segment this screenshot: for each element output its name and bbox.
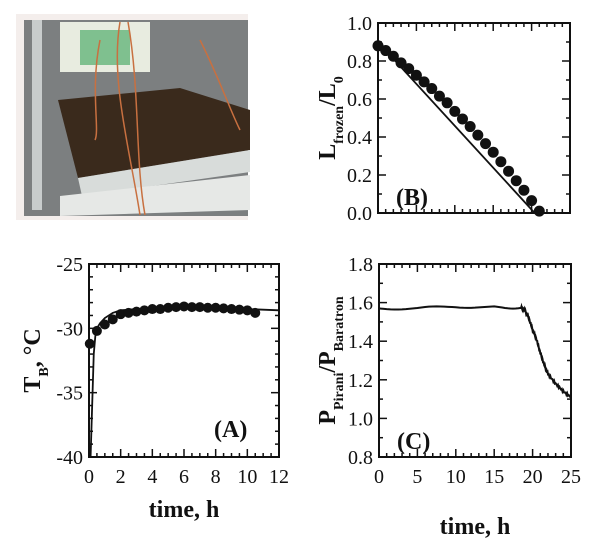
x-tick-label: 10 (446, 466, 466, 488)
plot-frame (88, 263, 280, 458)
chart-b: 0.0 0.2 0.4 0.6 0.8 1.0 Lfrozen/L0 (B) (315, 13, 571, 225)
x-tick-label: 12 (269, 466, 289, 488)
data-point (218, 303, 229, 314)
y-tick-label: -30 (56, 318, 83, 340)
data-point (449, 105, 461, 117)
chart-a: -25 -30 -35 -400 2 4 6 8 10 12 time, h TB, °C (A) (20, 254, 289, 523)
data-point (147, 304, 158, 315)
data-point (115, 309, 126, 320)
y-tick-label: -25 (56, 254, 83, 276)
data-point (250, 307, 261, 318)
y-tick-label: 0.4 (347, 127, 372, 149)
data-point (503, 165, 515, 177)
y-tick-label: 1.6 (348, 293, 373, 315)
data-point (155, 304, 166, 315)
data-point (456, 113, 468, 125)
x-tick-label: 0 (84, 466, 94, 488)
y-tick-label: 1.2 (348, 370, 373, 392)
data-point (202, 302, 213, 313)
y-axis-label: PPirani/PBaratron (315, 296, 347, 425)
data-point (464, 121, 476, 133)
data-point (441, 97, 453, 109)
data-point (194, 302, 205, 313)
chart-c: 0.8 1.0 1.2 1.4 1.6 1.8 0 5 10 15 20 25 time, h PPira… (315, 254, 581, 540)
y-axis-label: TB, °C (20, 328, 52, 392)
data-point (91, 325, 102, 336)
data-point (186, 302, 197, 313)
data-point (387, 50, 399, 62)
panel-label: (B) (396, 185, 428, 211)
data-point (131, 306, 142, 317)
y-axis-label: Lfrozen/L0 (315, 76, 347, 160)
data-point (395, 57, 407, 69)
x-tick-label: 25 (561, 466, 581, 488)
data-point (472, 129, 484, 141)
x-tick-label: 4 (147, 466, 157, 488)
data-point (163, 302, 174, 313)
data-point (418, 76, 430, 88)
data-point (526, 195, 538, 207)
data-point (410, 69, 422, 81)
y-tick-label: 1.0 (347, 13, 372, 35)
x-tick-label: 6 (179, 466, 189, 488)
data-point (226, 304, 237, 315)
data-point (480, 138, 492, 150)
data-point (510, 175, 522, 187)
data-point (123, 307, 134, 318)
data-point (171, 302, 182, 313)
y-tick-label: -40 (56, 447, 83, 469)
data-point (426, 83, 438, 95)
panel-label: (C) (397, 429, 430, 455)
x-axis-label: time, h (149, 497, 220, 523)
data-point (518, 184, 530, 196)
x-tick-label: 15 (484, 466, 504, 488)
data-point (179, 301, 189, 312)
y-tick-label: 0.0 (347, 203, 372, 225)
data-point (84, 338, 95, 349)
data-point (403, 63, 415, 75)
y-tick-label: 0.8 (347, 51, 372, 73)
x-tick-label: 10 (237, 466, 257, 488)
y-tick-label: 0.2 (347, 165, 372, 187)
y-tick-label: 0.8 (348, 447, 373, 469)
x-tick-label: 0 (374, 466, 384, 488)
data-point (99, 319, 110, 330)
data-point (107, 314, 118, 325)
x-tick-label: 20 (523, 466, 543, 488)
series-line (378, 302, 572, 398)
data-point (139, 305, 150, 316)
x-axis-label: time, h (440, 514, 511, 540)
panel-label: (A) (214, 417, 247, 443)
data-point (242, 305, 253, 316)
series-line (89, 305, 280, 458)
data-point (495, 156, 507, 168)
data-point (433, 90, 445, 102)
y-tick-label: 1.0 (348, 408, 373, 430)
data-point (210, 302, 221, 313)
data-point (234, 304, 245, 315)
y-tick-label: 1.4 (348, 331, 373, 353)
x-tick-label: 2 (116, 466, 126, 488)
data-point (487, 146, 499, 158)
x-tick-label: 5 (412, 466, 422, 488)
x-tick-label: 8 (211, 466, 221, 488)
y-tick-label: 1.8 (348, 254, 373, 276)
photo (16, 14, 250, 220)
data-point (380, 45, 392, 57)
y-tick-label: 0.6 (347, 89, 372, 111)
y-tick-label: -35 (56, 383, 83, 405)
data-point (533, 205, 545, 217)
